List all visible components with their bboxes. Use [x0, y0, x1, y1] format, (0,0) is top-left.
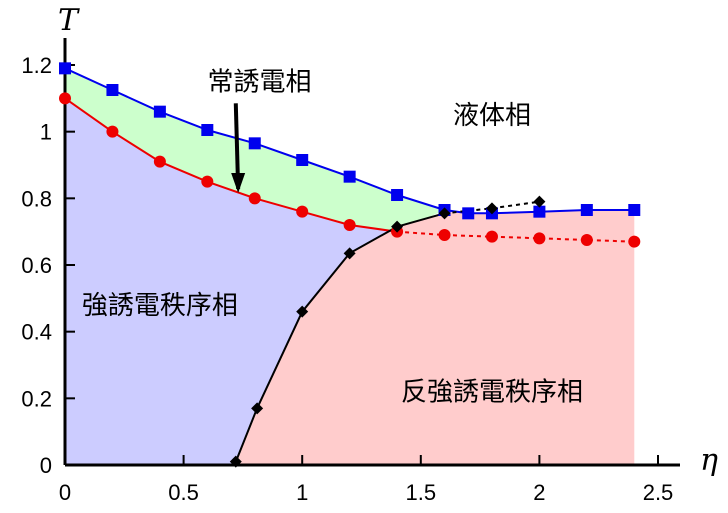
square-marker	[201, 124, 214, 136]
antiferroelectric-label: 反強誘電秩序相	[401, 378, 583, 408]
y-tick-label: 1	[40, 120, 52, 145]
square-marker	[533, 205, 546, 218]
diamond-series-line	[234, 212, 445, 463]
circle-marker	[106, 125, 119, 138]
ferroelectric-region	[65, 98, 398, 466]
x-tick-label: 1	[296, 480, 308, 505]
circle-marker	[485, 230, 498, 243]
square-marker	[580, 204, 593, 216]
circle-marker	[343, 219, 356, 231]
ferroelectric-label: 強誘電秩序相	[82, 291, 238, 321]
circle-marker	[201, 175, 214, 188]
square-marker	[296, 154, 309, 166]
y-tick-label: 0.8	[21, 186, 52, 211]
circle-marker	[153, 155, 166, 168]
axes	[63, 38, 680, 467]
diamond-marker	[343, 247, 356, 260]
paraelectric-region	[65, 68, 445, 232]
x-axis-title: η	[700, 443, 718, 478]
circle-marker	[59, 92, 71, 105]
circle-marker	[438, 229, 451, 241]
data-markers	[59, 62, 641, 468]
y-axis-title: T	[58, 3, 80, 38]
circle-marker	[248, 192, 261, 205]
diamond-marker	[296, 305, 309, 318]
circle-series-line	[64, 97, 398, 233]
x-tick-label: 2.5	[643, 480, 674, 505]
diamond-marker	[391, 220, 404, 233]
x-tick-label: 0.5	[168, 480, 199, 505]
y-tick-label: 0.6	[21, 253, 52, 278]
square-marker	[628, 204, 641, 216]
circle-marker	[533, 232, 546, 245]
square-marker	[343, 170, 356, 183]
square-marker	[462, 207, 475, 220]
diamond-marker	[438, 207, 451, 220]
phase-regions	[65, 68, 635, 466]
circle-marker	[296, 205, 309, 218]
paraelectric-arrow-head	[231, 173, 246, 193]
square-marker	[106, 84, 119, 96]
y-tick-label: 1.2	[21, 53, 52, 78]
liquid-label: 液体相	[453, 101, 531, 131]
x-tick-label: 2	[533, 480, 545, 505]
circle-marker	[580, 234, 593, 246]
square-marker	[153, 105, 166, 118]
y-tick-label: 0	[40, 453, 52, 478]
paraelectric-label: 常誘電相	[207, 68, 311, 98]
square-series-line	[64, 67, 635, 215]
x-tick-label: 1.5	[406, 480, 437, 505]
square-marker	[59, 62, 71, 75]
y-tick-label: 0.2	[21, 386, 52, 411]
diamond-marker	[251, 402, 264, 415]
square-marker	[248, 137, 261, 150]
diamond-marker	[533, 195, 546, 208]
diamond-marker	[229, 455, 242, 468]
axis-ticks: 0 0.5 1 1.5 2 2.5 0 0.2 0.4 0.6 0.8 1 1.2	[21, 53, 673, 505]
y-tick-label: 0.4	[21, 320, 52, 345]
diamond-marker	[485, 202, 498, 215]
x-tick-label: 0	[59, 480, 71, 505]
phase-boundary-lines	[64, 67, 635, 463]
circle-marker	[628, 235, 641, 248]
antiferroelectric-region	[235, 210, 635, 465]
square-marker	[391, 189, 404, 201]
